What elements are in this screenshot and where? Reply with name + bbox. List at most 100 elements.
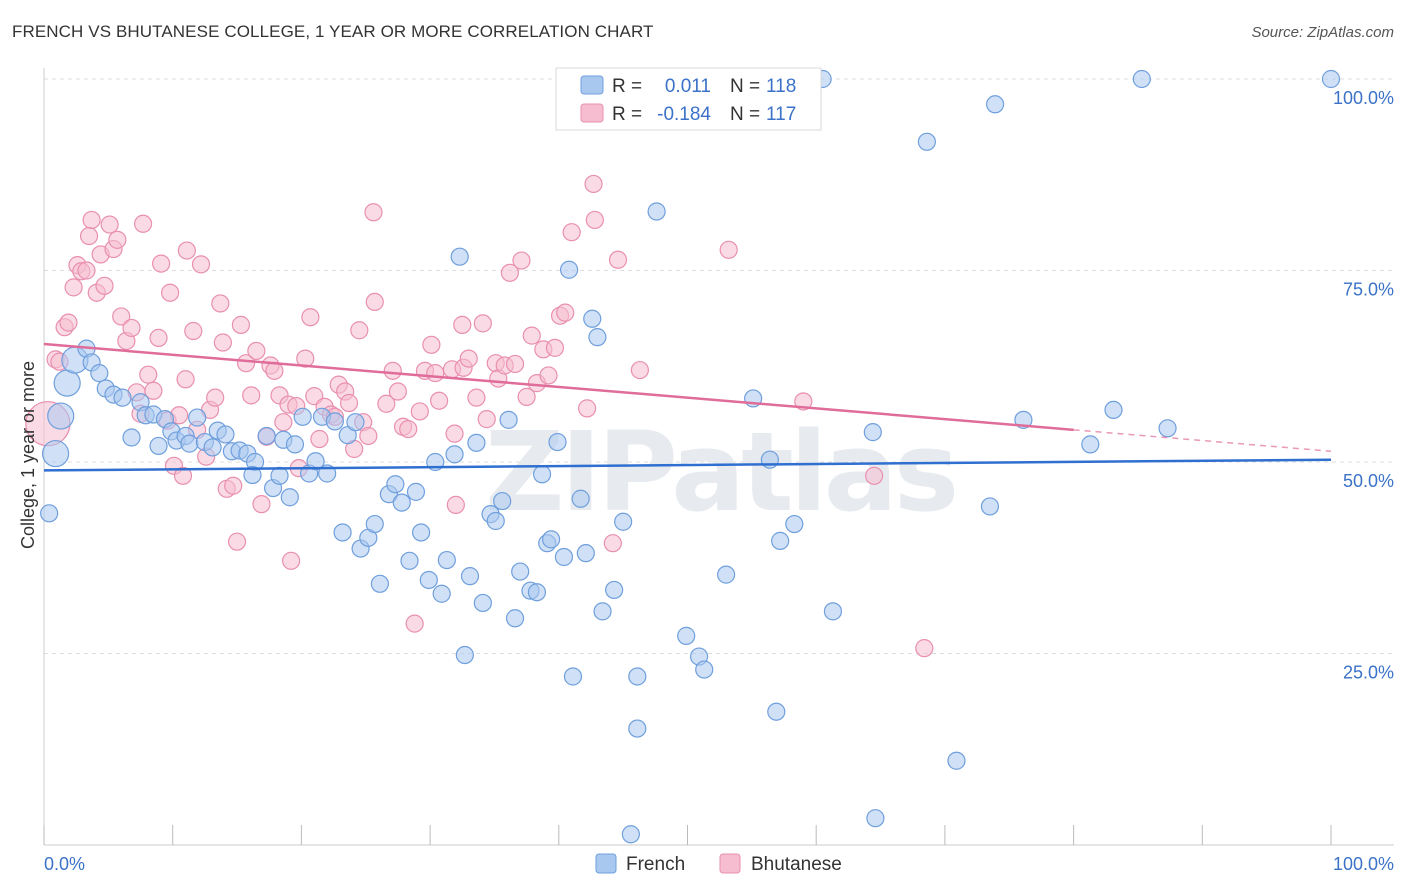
bhutanese-point xyxy=(173,466,193,485)
bhutanese-point xyxy=(585,210,604,230)
bhutanese-point xyxy=(915,639,934,658)
bhutanese-point xyxy=(247,341,266,361)
bhutanese-point xyxy=(512,251,531,270)
french-point xyxy=(1104,400,1123,420)
french-point xyxy=(605,580,624,600)
bottom-legend-swatch-french xyxy=(595,853,617,874)
bhutanese-point xyxy=(213,333,232,352)
french-point xyxy=(473,593,492,613)
bhutanese-trend-line xyxy=(43,342,1074,432)
french-point xyxy=(149,436,168,456)
x-tick-label-0: 0.0% xyxy=(44,854,85,874)
french-point xyxy=(614,512,633,531)
french-point xyxy=(333,523,352,542)
french-point xyxy=(947,751,966,770)
trend-lines xyxy=(43,342,1332,472)
french-point xyxy=(767,702,786,721)
french-point xyxy=(554,547,574,567)
french-point xyxy=(203,438,222,457)
bhutanese-point xyxy=(467,388,486,407)
bhutanese-point xyxy=(122,318,141,338)
french-point xyxy=(917,132,936,151)
french-point xyxy=(293,407,312,426)
french-point xyxy=(392,493,411,512)
chart-title: FRENCH VS BHUTANESE COLLEGE, 1 YEAR OR M… xyxy=(12,22,654,41)
french-point xyxy=(122,428,141,447)
legend: R = 0.011 N = 118 R = -0.184 N = 117 xyxy=(555,67,822,131)
french-point xyxy=(505,609,525,628)
french-point xyxy=(243,465,262,485)
french-point xyxy=(717,565,736,584)
french-point xyxy=(985,95,1005,114)
bhutanese-point xyxy=(364,203,383,222)
french-point xyxy=(563,667,583,686)
french-point xyxy=(548,432,567,452)
bhutanese-point xyxy=(399,419,418,439)
bhutanese-point xyxy=(231,315,251,334)
french-point xyxy=(216,425,235,444)
french-trend-line xyxy=(43,458,1332,472)
french-point xyxy=(365,514,384,534)
bhutanese-point xyxy=(426,364,445,383)
bhutanese-point xyxy=(545,338,565,357)
watermark: ZIPatlas xyxy=(485,408,956,536)
bhutanese-point xyxy=(177,241,196,260)
bhutanese-point xyxy=(224,476,243,495)
french-point xyxy=(527,583,547,602)
french-point xyxy=(306,452,325,471)
legend-r-value-french: 0.011 xyxy=(665,76,711,97)
bhutanese-point xyxy=(296,349,315,368)
bhutanese-point xyxy=(252,495,271,514)
bhutanese-point xyxy=(301,308,320,327)
french-point xyxy=(53,369,81,397)
bhutanese-point xyxy=(339,393,359,413)
french-point xyxy=(467,433,486,452)
french-point xyxy=(621,825,640,844)
french-point xyxy=(559,260,579,279)
bhutanese-point xyxy=(556,303,575,322)
french-point xyxy=(455,645,474,665)
bhutanese-point xyxy=(282,551,301,570)
bhutanese-point xyxy=(144,381,163,400)
bhutanese-point xyxy=(522,326,541,345)
legend-swatch-french xyxy=(580,75,604,95)
french-point xyxy=(486,511,505,531)
bhutanese-trend-line-extension xyxy=(1073,429,1332,453)
french-point xyxy=(695,660,714,679)
bhutanese-point xyxy=(603,534,622,553)
bhutanese-point xyxy=(608,250,628,269)
french-point xyxy=(460,567,480,586)
y-tick-label: 100.0% xyxy=(1333,88,1394,108)
bhutanese-point xyxy=(149,328,168,348)
bhutanese-point xyxy=(77,261,96,280)
french-point xyxy=(628,667,647,686)
bhutanese-point xyxy=(562,223,581,242)
bhutanese-point xyxy=(477,410,496,429)
french-point xyxy=(1132,69,1151,89)
french-point xyxy=(346,413,365,432)
bhutanese-point xyxy=(100,215,119,234)
legend-swatch-bhutanese xyxy=(580,103,604,123)
bhutanese-point xyxy=(865,466,884,485)
bhutanese-point xyxy=(388,382,408,401)
bhutanese-point xyxy=(578,399,597,418)
bhutanese-point xyxy=(359,426,378,446)
y-tick-labels: 25.0% 50.0% 75.0% 100.0% xyxy=(1333,88,1394,683)
french-point xyxy=(583,309,602,328)
source-label: Source: ZipAtlas.com xyxy=(1251,24,1394,41)
french-point xyxy=(493,491,512,511)
french-point xyxy=(1081,435,1100,454)
bhutanese-point xyxy=(82,210,101,230)
french-point xyxy=(325,412,344,431)
bhutanese-point xyxy=(430,391,449,410)
legend-r-value-bhutanese: -0.184 xyxy=(657,104,711,125)
bhutanese-point xyxy=(517,387,536,406)
bhutanese-point xyxy=(152,254,171,273)
french-point xyxy=(41,439,70,468)
legend-n-label-french: N = xyxy=(730,76,760,97)
bhutanese-point xyxy=(227,532,247,551)
french-point xyxy=(400,551,419,570)
bhutanese-point xyxy=(59,313,78,332)
bhutanese-point xyxy=(500,263,519,282)
